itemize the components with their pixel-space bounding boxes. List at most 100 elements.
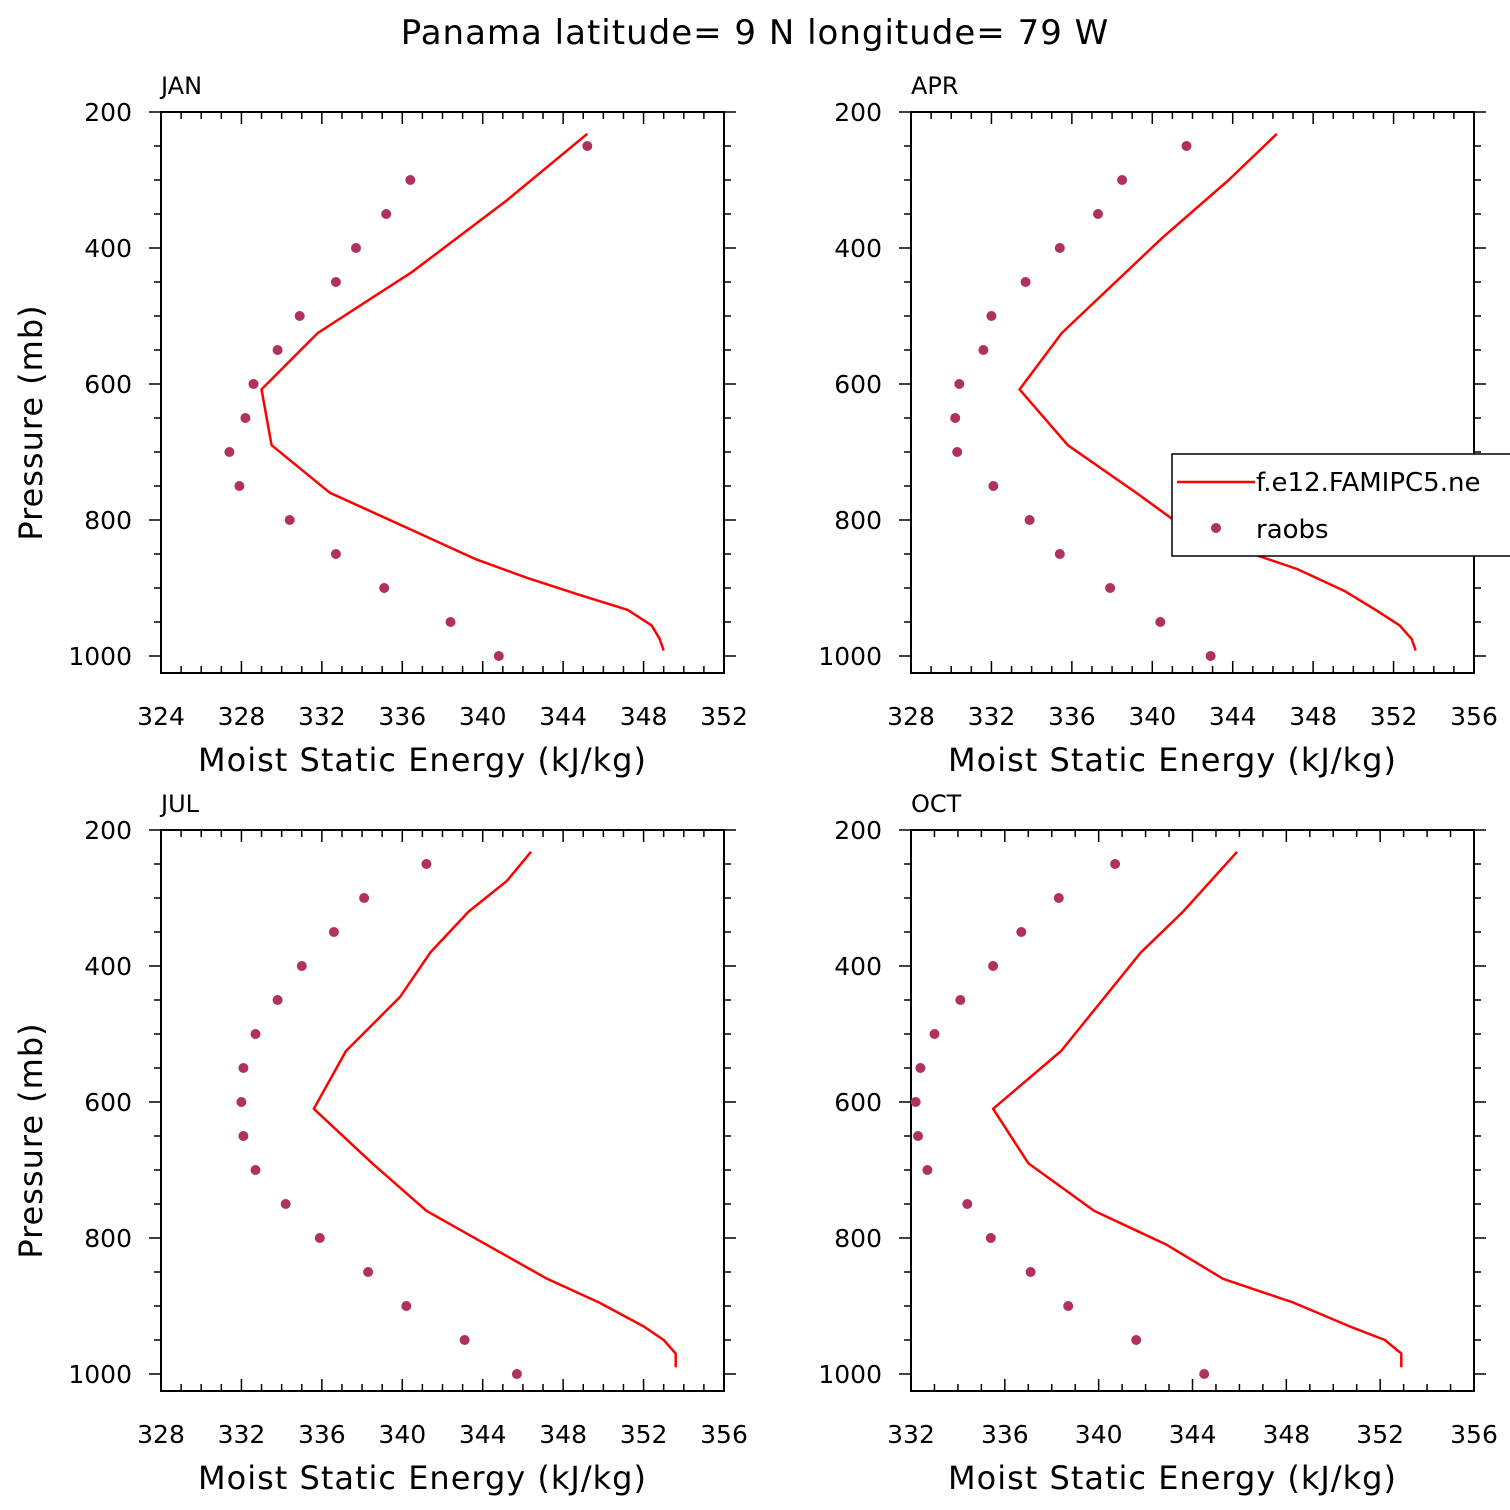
obs-point — [1024, 515, 1035, 525]
x-tick-label: 340 — [1075, 1420, 1123, 1449]
obs-point — [1053, 893, 1064, 903]
x-tick-label: 324 — [137, 702, 185, 731]
x-tick-label: 328 — [218, 702, 266, 731]
obs-point — [459, 1335, 470, 1345]
x-tick-label: 344 — [539, 702, 587, 731]
obs-point — [240, 413, 251, 423]
x-tick-label: 344 — [1209, 702, 1257, 731]
legend-box — [1171, 453, 1510, 557]
obs-point — [272, 995, 283, 1005]
obs-point — [1105, 583, 1116, 593]
x-tick-label: 352 — [1356, 1420, 1404, 1449]
obs-point — [284, 515, 295, 525]
y-tick-label: 1000 — [818, 1360, 882, 1389]
x-tick-label: 332 — [887, 1420, 935, 1449]
obs-point — [250, 1029, 261, 1039]
x-tick-label: 340 — [459, 702, 507, 731]
x-tick-label: 328 — [137, 1420, 185, 1449]
obs-point — [493, 651, 504, 661]
obs-point — [1117, 175, 1128, 185]
obs-point — [1155, 617, 1166, 627]
series-line-model — [260, 132, 665, 652]
panel-title: OCT — [911, 790, 962, 818]
y-tick-label: 800 — [834, 506, 882, 535]
x-axis-label: Moist Static Energy (kJ/kg) — [948, 1459, 1397, 1497]
y-tick-label: 600 — [84, 1088, 132, 1117]
obs-point — [511, 1369, 522, 1379]
y-tick-label: 200 — [84, 816, 132, 845]
x-tick-label: 344 — [459, 1420, 507, 1449]
obs-point — [1054, 243, 1065, 253]
x-tick-label: 348 — [1289, 702, 1337, 731]
obs-point — [582, 141, 593, 151]
y-tick-label: 1000 — [818, 642, 882, 671]
obs-point — [1054, 549, 1065, 559]
legend-obs-marker — [1211, 523, 1221, 533]
x-tick-label: 356 — [1450, 1420, 1498, 1449]
obs-point — [1025, 1267, 1036, 1277]
y-tick-label: 600 — [84, 370, 132, 399]
obs-point — [1110, 859, 1121, 869]
x-tick-label: 332 — [218, 1420, 266, 1449]
figure-title: Panama latitude= 9 N longitude= 79 W — [401, 13, 1110, 53]
y-tick-label: 400 — [84, 234, 132, 263]
plot-frame — [160, 829, 725, 1392]
series-line-model — [991, 850, 1403, 1368]
obs-point — [294, 311, 305, 321]
x-tick-label: 352 — [620, 1420, 668, 1449]
x-tick-label: 356 — [1450, 702, 1498, 731]
x-tick-label: 348 — [539, 1420, 587, 1449]
x-tick-label: 348 — [620, 702, 668, 731]
legend-model-label: f.e12.FAMIPC5.ne — [1256, 468, 1480, 498]
obs-point — [955, 995, 966, 1005]
obs-point — [922, 1165, 933, 1175]
obs-point — [363, 1267, 374, 1277]
panels: JAN 324 328 332 336 340 344 348 352 200 400 600 800 1… — [12, 72, 1498, 1497]
series-line-model — [312, 851, 677, 1368]
panel-title: JUL — [159, 790, 200, 818]
x-axis-label: Moist Static Energy (kJ/kg) — [198, 1459, 647, 1497]
obs-point — [236, 1097, 247, 1107]
panel-oct: OCT 332 336 340 344 348 352 356 200 400 600 800 1000… — [818, 790, 1497, 1497]
x-tick-label: 340 — [1128, 702, 1176, 731]
y-tick-label: 1000 — [68, 642, 132, 671]
x-tick-label: 356 — [700, 1420, 748, 1449]
obs-point — [913, 1131, 923, 1141]
x-tick-label: 332 — [298, 702, 346, 731]
obs-point — [401, 1301, 412, 1311]
y-tick-label: 400 — [834, 952, 882, 981]
y-tick-label: 200 — [84, 98, 132, 127]
panel-jan: JAN 324 328 332 336 340 344 348 352 200 400 600 800 1… — [12, 72, 748, 779]
obs-point — [330, 549, 341, 559]
obs-point — [910, 1097, 921, 1107]
panel-title: JAN — [159, 72, 202, 100]
obs-point — [950, 413, 961, 423]
x-tick-label: 340 — [378, 1420, 426, 1449]
obs-point — [314, 1233, 325, 1243]
y-tick-label: 400 — [84, 952, 132, 981]
obs-point — [238, 1131, 249, 1141]
obs-point — [351, 243, 361, 253]
y-tick-label: 800 — [84, 506, 132, 535]
panel-jul: JUL 328 332 336 340 344 348 352 356 200 400 600 800 1… — [12, 790, 748, 1497]
obs-point — [988, 481, 999, 491]
y-axis-label: Pressure (mb) — [12, 304, 50, 540]
obs-point — [1093, 209, 1103, 219]
obs-point — [272, 345, 283, 355]
obs-point — [234, 481, 245, 491]
obs-point — [330, 277, 341, 287]
obs-point — [421, 859, 432, 869]
obs-point — [224, 447, 235, 457]
y-tick-label: 200 — [834, 816, 882, 845]
obs-point — [1205, 651, 1216, 661]
y-tick-label: 800 — [834, 1224, 882, 1253]
plot-frame — [160, 111, 725, 674]
plot-frame — [910, 111, 1475, 674]
x-axis-label: Moist Static Energy (kJ/kg) — [948, 741, 1397, 779]
obs-point — [988, 961, 999, 971]
series-line-model — [1018, 132, 1417, 652]
legend: f.e12.FAMIPC5.ne raobs — [1171, 453, 1510, 557]
x-tick-label: 336 — [298, 1420, 346, 1449]
panel-title: APR — [911, 72, 959, 100]
panel-apr: APR 328 332 336 340 344 348 352 356 200 400 600 800 1… — [818, 72, 1497, 779]
